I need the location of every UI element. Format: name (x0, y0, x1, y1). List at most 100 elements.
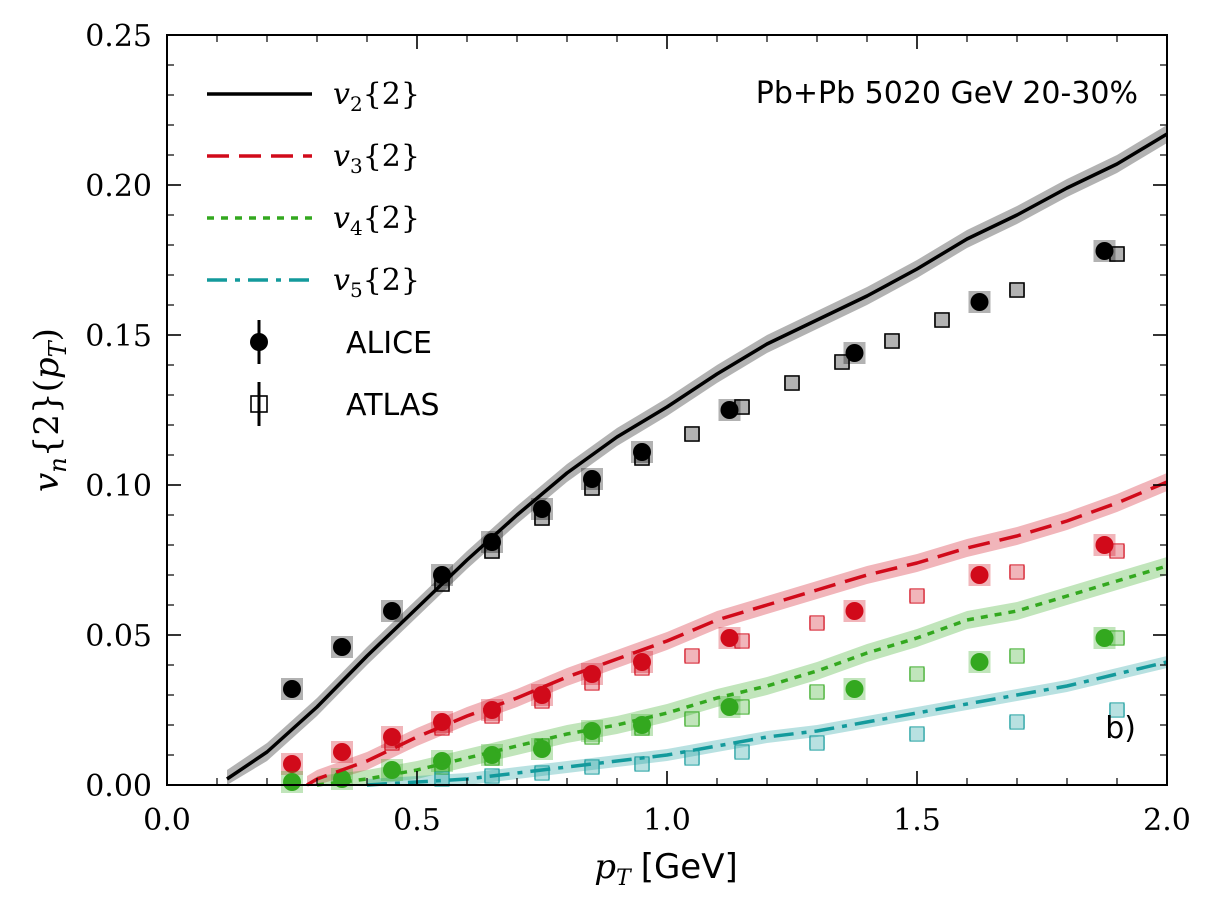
y-axis-title: vn{2}(pT) (27, 328, 72, 492)
atlas-point-v3-10 (1009, 564, 1025, 580)
legend-label-base: v (333, 77, 350, 112)
x-tick-label: 1.0 (643, 803, 691, 838)
x-axis-title-unit: [GeV] (641, 847, 738, 887)
legend-label-subscript: 4 (350, 216, 363, 240)
alice-point-v2-9 (845, 344, 864, 362)
alice-point-v2-10 (970, 293, 989, 311)
line-v5 (366, 660, 1168, 787)
legend-label-tail: {2} (363, 77, 420, 112)
atlas-syst-v3-8 (809, 617, 825, 629)
legend-label: ALICE (346, 326, 432, 361)
x-axis-title-symbol: p (594, 847, 616, 887)
legend-entry-v32: v3{2} (207, 139, 420, 178)
legend-entry-atlas: ATLAS (250, 382, 440, 426)
axis-ticks: 0.0 0.5 1.0 1.5 2.0 0.00 0.05 0.10 0.15 0.20 0.25 (85, 19, 1191, 838)
legend-label: v5{2} (333, 263, 420, 302)
atlas-syst-v3-9 (909, 590, 925, 602)
alice-point-v3-2 (383, 728, 401, 746)
atlas-syst-v3-6 (684, 650, 700, 662)
atlas-syst-v4-8 (909, 668, 925, 680)
panel-label: b) (1105, 711, 1136, 746)
alice-point-v4-0 (283, 773, 301, 791)
alice-point-v4-9 (845, 680, 864, 698)
atlas-syst-v2-8 (834, 356, 850, 368)
atlas-point-v3-6 (684, 648, 700, 664)
legend-entry-v22: v2{2} (207, 77, 420, 116)
atlas-syst-v2-10 (934, 314, 950, 326)
atlas-syst-v5-9 (1009, 716, 1025, 728)
alice-point-v4-3 (433, 752, 451, 770)
alice-point-v2-6 (583, 470, 601, 488)
alice-point-v3-1 (333, 743, 351, 761)
atlas-syst-v4-5 (684, 713, 700, 725)
atlas-syst-v5-3 (584, 761, 600, 773)
y-axis-title-subscript: n (44, 457, 72, 472)
y-axis-title-var: p (27, 357, 67, 379)
alice-point-v2-0 (283, 680, 301, 698)
x-axis-title-subscript: T (616, 866, 633, 891)
atlas-point-v5-7 (809, 735, 825, 751)
atlas-syst-v3-11 (1109, 545, 1125, 557)
alice-point-v4-10 (970, 653, 989, 671)
atlas-point-v3-9 (909, 588, 925, 604)
alice-point-v3-8 (720, 629, 739, 647)
alice-point-v2-11 (1095, 242, 1114, 260)
atlas-syst-v5-4 (634, 758, 650, 770)
atlas-point-v2-5 (684, 426, 700, 442)
atlas-point-v4-7 (809, 684, 825, 700)
atlas-syst-v4-9 (1009, 650, 1025, 662)
legend-label-base: v (333, 139, 350, 174)
legend-label-base: v (333, 201, 350, 236)
y-axis-title-var-sub: T (44, 339, 72, 357)
y-tick-label: 0.20 (85, 169, 152, 204)
alice-point-v2-7 (633, 443, 651, 461)
atlas-syst-v5-7 (809, 737, 825, 749)
legend-label-subscript: 3 (350, 154, 363, 178)
line-v4 (316, 564, 1168, 787)
atlas-point-v5-6 (734, 744, 750, 760)
legend-label: v3{2} (333, 139, 420, 178)
legend-label-base: v (333, 263, 350, 298)
atlas-point-v5-8 (909, 726, 925, 742)
alice-point-v4-5 (533, 740, 551, 758)
atlas-point-v2-9 (884, 333, 900, 349)
atlas-syst-v5-5 (684, 752, 700, 764)
atlas-point-v4-8 (909, 666, 925, 682)
legend-circle-swatch (250, 333, 268, 351)
atlas-point-v4-9 (1009, 648, 1025, 664)
alice-point-v2-8 (720, 401, 739, 419)
x-tick-label: 0.0 (143, 803, 191, 838)
alice-point-v4-2 (383, 761, 401, 779)
legend-entry-v52: v5{2} (207, 263, 420, 302)
atlas-syst-v4-6 (734, 701, 750, 713)
atlas-syst-v3-10 (1009, 566, 1025, 578)
alice-point-v2-1 (333, 638, 351, 656)
alice-point-v3-7 (633, 653, 651, 671)
line-v3 (306, 480, 1168, 787)
alice-point-v4-8 (720, 698, 739, 716)
line-v2 (226, 132, 1168, 781)
atlas-point-v2-7 (784, 375, 800, 391)
legend-entry-alice: ALICE (250, 320, 432, 364)
atlas-syst-v2-11 (1009, 284, 1025, 296)
y-axis-title-order: {2}( (27, 379, 67, 457)
alice-point-v2-4 (483, 533, 501, 551)
alice-point-v2-5 (533, 500, 551, 518)
atlas-point-v3-8 (809, 615, 825, 631)
legend-label-tail: {2} (363, 201, 420, 236)
atlas-point-v5-3 (584, 759, 600, 775)
alice-point-v2-3 (433, 566, 451, 584)
x-tick-label: 1.5 (893, 803, 941, 838)
alice-point-v3-10 (970, 566, 989, 584)
y-tick-label: 0.15 (85, 319, 152, 354)
alice-point-v3-9 (845, 602, 864, 620)
atlas-syst-v5-0 (434, 773, 450, 785)
atlas-syst-v5-8 (909, 728, 925, 740)
legend-entry-v42: v4{2} (207, 201, 420, 240)
atlas-syst-v2-9 (884, 335, 900, 347)
legend-label-tail: {2} (363, 139, 420, 174)
y-tick-label: 0.05 (85, 619, 152, 654)
x-tick-label: 2.0 (1143, 803, 1191, 838)
